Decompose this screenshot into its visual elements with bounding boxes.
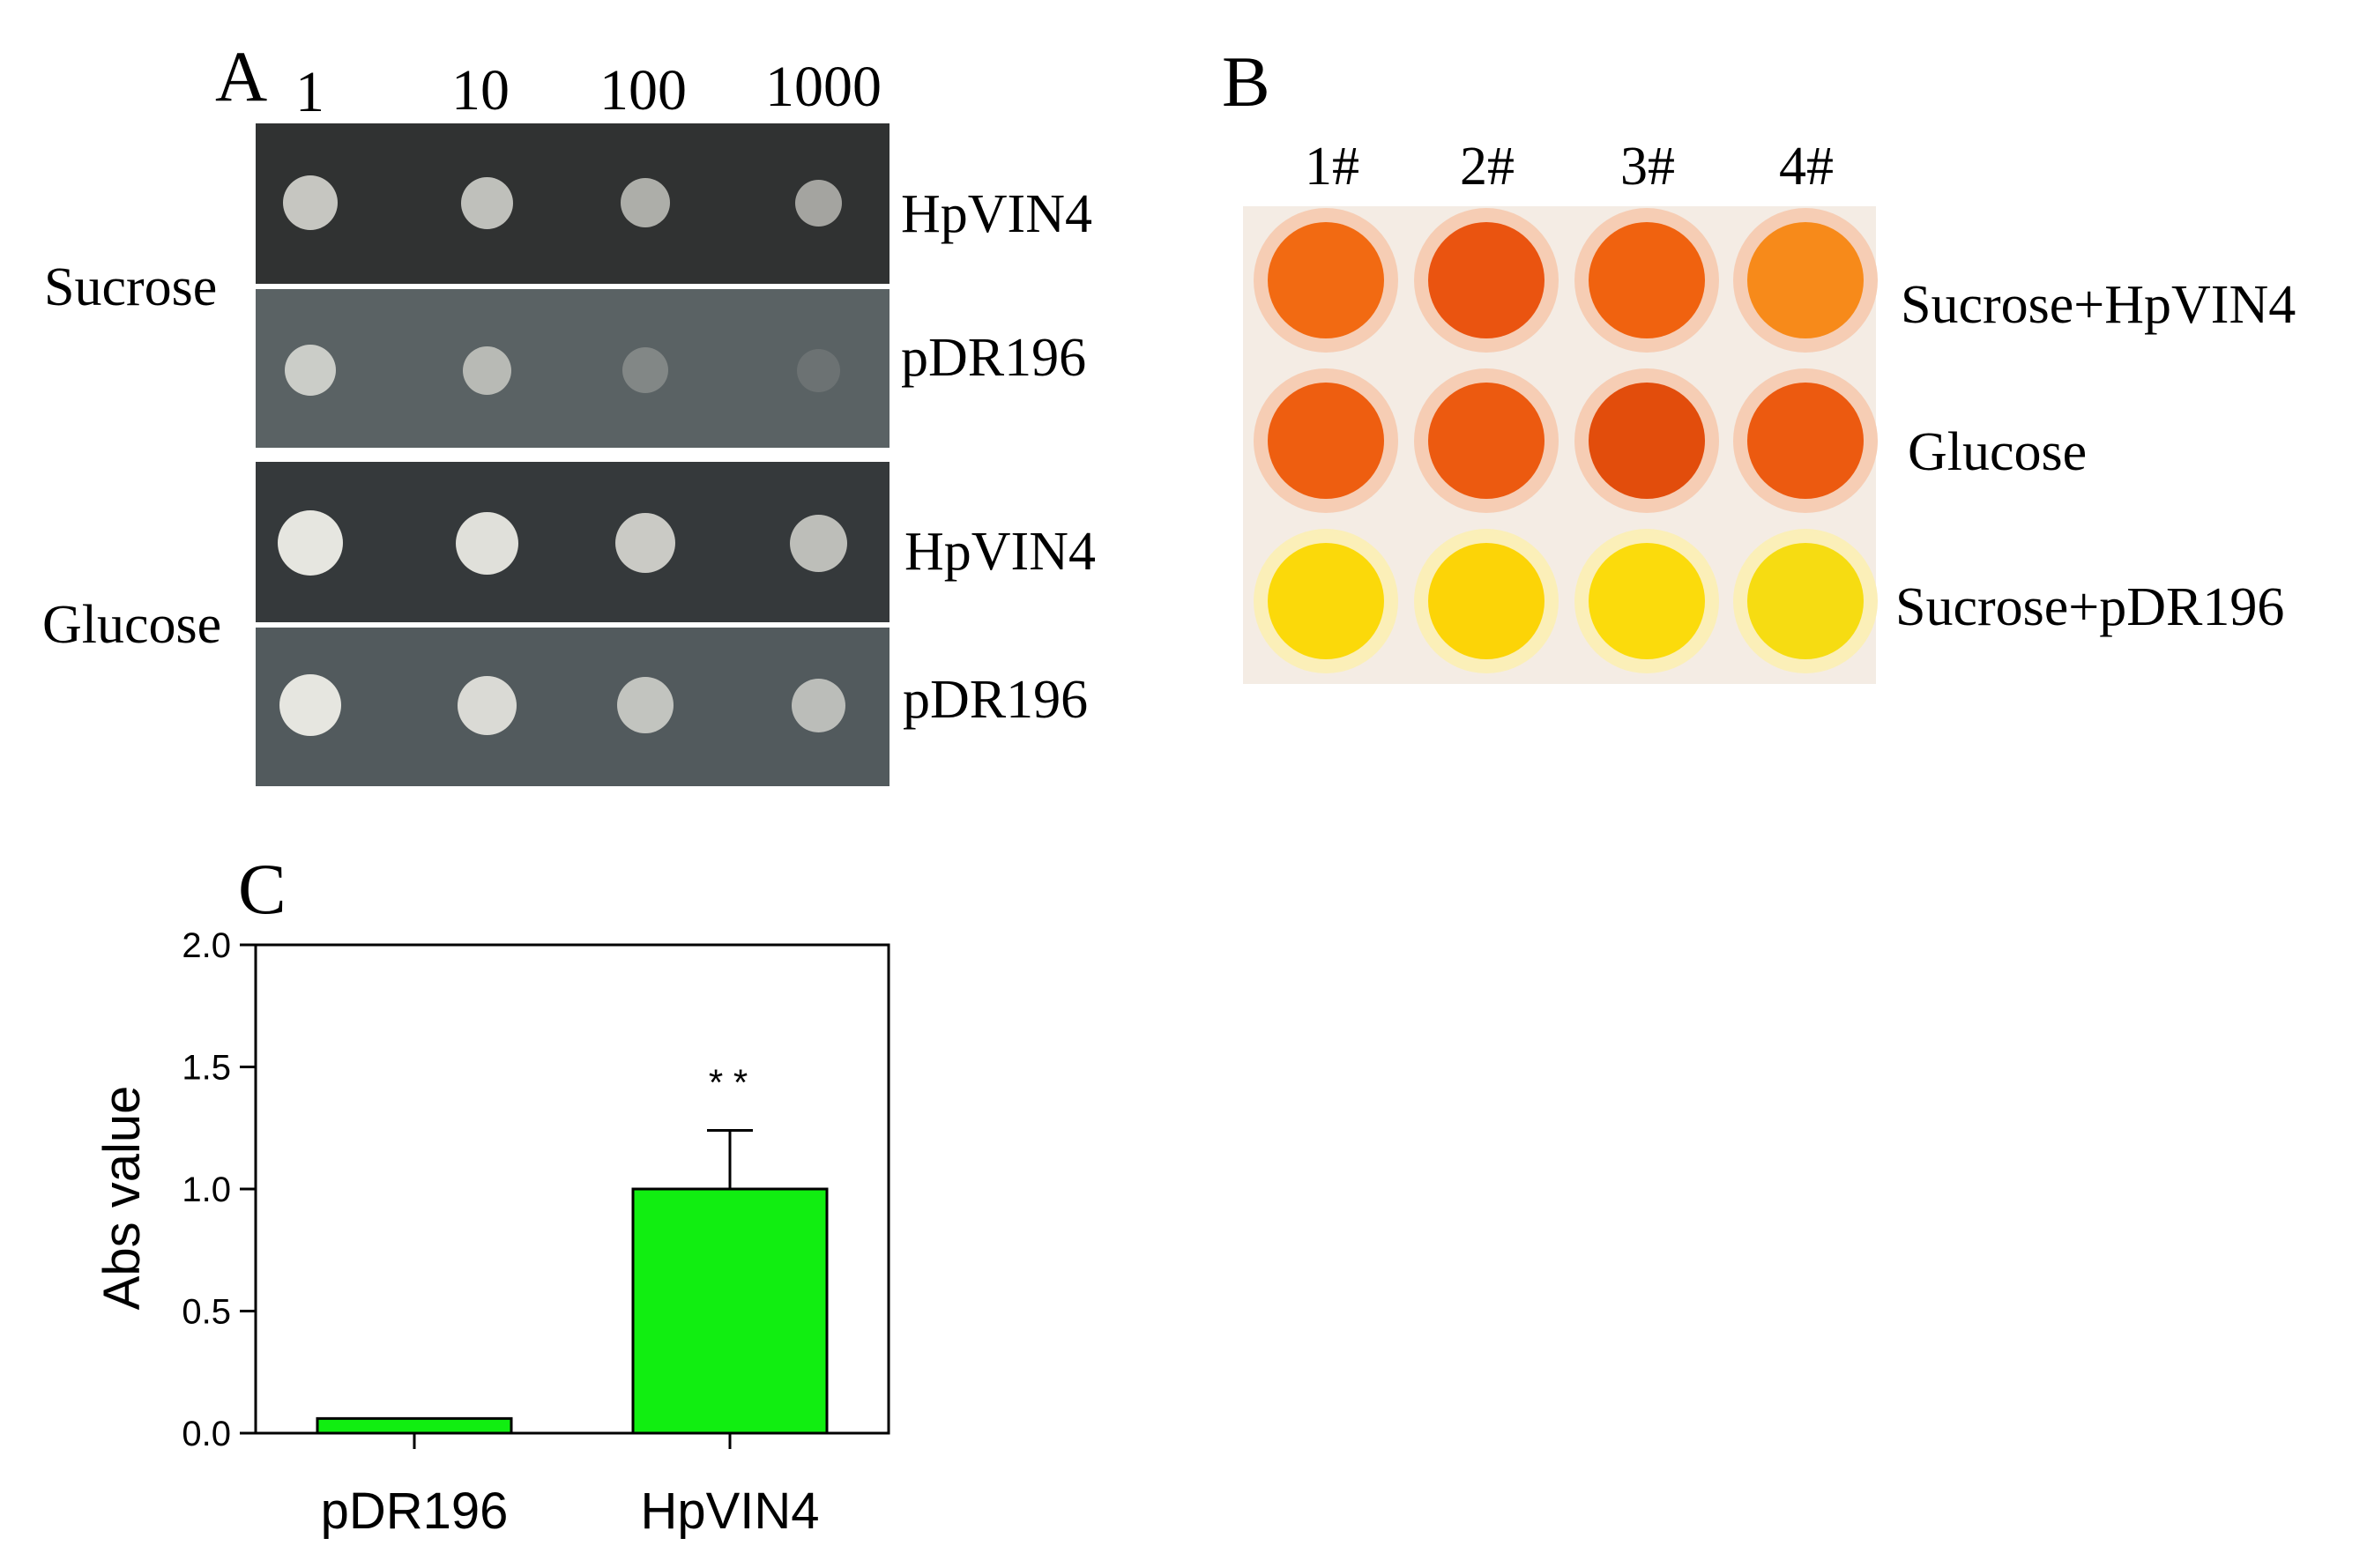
colony-spot	[455, 511, 518, 575]
well-column-label: 2#	[1460, 137, 1515, 197]
strain-label: HpVIN4	[904, 522, 1096, 582]
well-liquid	[1268, 383, 1384, 499]
strain-label: pDR196	[901, 328, 1087, 388]
well-liquid	[1428, 222, 1545, 338]
bar	[631, 1187, 829, 1435]
y-tick-label: 1.0	[182, 1170, 231, 1209]
well-liquid	[1589, 543, 1705, 659]
well-row-label: Sucrose+HpVIN4	[1901, 275, 2296, 335]
well-liquid	[1268, 222, 1384, 338]
significance-mark: * *	[709, 1062, 748, 1104]
well-liquid	[1268, 543, 1384, 659]
strain-label: pDR196	[903, 670, 1089, 730]
y-axis-label: Abs value	[93, 1086, 151, 1311]
well-liquid	[1589, 222, 1705, 338]
colony-spot	[622, 347, 668, 393]
well-column-label: 3#	[1620, 137, 1675, 197]
well-column-label: 4#	[1779, 137, 1834, 197]
well-liquid	[1428, 383, 1545, 499]
colony-spot	[460, 176, 513, 229]
panel-b-letter: B	[1222, 41, 1270, 122]
dilution-label: 1	[295, 60, 324, 124]
dilution-label: 1000	[765, 55, 882, 119]
medium-label-sucrose: Sucrose	[44, 257, 218, 317]
strain-label: HpVIN4	[901, 184, 1092, 244]
well-liquid	[1589, 383, 1705, 499]
colony-spot	[278, 510, 343, 576]
y-tick-label: 0.0	[182, 1415, 231, 1453]
colony-spot	[285, 345, 336, 396]
y-tick-label: 2.0	[182, 926, 231, 965]
plate-sucrose-pdr196	[256, 289, 889, 448]
well-row-label: Sucrose+pDR196	[1895, 577, 2285, 637]
plate-glucose-pdr196	[256, 628, 889, 786]
panel-c-letter: C	[238, 849, 287, 929]
colony-spot	[794, 179, 842, 227]
y-tick-label: 0.5	[182, 1293, 231, 1332]
colony-spot	[789, 514, 847, 572]
colony-spot	[621, 178, 670, 227]
x-tick-label: pDR196	[321, 1483, 509, 1540]
colony-spot	[791, 678, 845, 732]
panel-a-letter: A	[215, 36, 268, 116]
x-tick-label: HpVIN4	[640, 1483, 819, 1540]
well-liquid	[1747, 383, 1864, 499]
well-liquid	[1747, 543, 1864, 659]
colony-spot	[796, 348, 840, 392]
plate-glucose-hpvin4	[256, 462, 889, 622]
colony-spot	[279, 674, 341, 736]
well-row-label: Glucose	[1908, 422, 2088, 482]
well-column-label: 1#	[1305, 137, 1359, 197]
plate-sucrose-hpvin4	[256, 123, 889, 284]
colony-spot	[615, 513, 675, 573]
colony-spot	[462, 346, 511, 395]
y-tick-label: 1.5	[182, 1049, 231, 1088]
medium-label-glucose: Glucose	[42, 595, 222, 655]
colony-spot	[617, 677, 674, 733]
colony-spot	[283, 175, 338, 230]
well-liquid	[1428, 543, 1545, 659]
bar	[316, 1416, 513, 1435]
well-liquid	[1747, 222, 1864, 338]
dilution-label: 100	[599, 58, 687, 123]
colony-spot	[457, 675, 517, 735]
dilution-label: 10	[451, 58, 510, 123]
